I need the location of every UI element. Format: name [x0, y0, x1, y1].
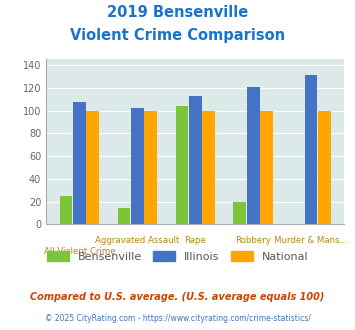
Bar [189, 96, 202, 224]
Text: Murder & Mans...: Murder & Mans... [274, 236, 348, 245]
Text: Rape: Rape [184, 236, 206, 245]
Text: © 2025 CityRating.com - https://www.cityrating.com/crime-statistics/: © 2025 CityRating.com - https://www.city… [45, 314, 310, 323]
Bar [305, 75, 317, 224]
Text: All Violent Crime: All Violent Crime [44, 248, 115, 256]
Bar [202, 111, 215, 224]
Text: Violent Crime Comparison: Violent Crime Comparison [70, 28, 285, 43]
Bar [318, 111, 331, 224]
Bar [260, 111, 273, 224]
Bar [131, 108, 144, 224]
Text: 2019 Bensenville: 2019 Bensenville [107, 5, 248, 20]
Bar [247, 87, 260, 224]
Bar [118, 209, 130, 224]
Text: Compared to U.S. average. (U.S. average equals 100): Compared to U.S. average. (U.S. average … [30, 292, 325, 302]
Bar [176, 106, 188, 224]
Bar [234, 202, 246, 224]
Bar [60, 196, 72, 224]
Bar [73, 102, 86, 224]
Legend: Bensenville, Illinois, National: Bensenville, Illinois, National [42, 247, 313, 267]
Bar [144, 111, 157, 224]
Text: Robbery: Robbery [235, 236, 271, 245]
Text: Aggravated Assault: Aggravated Assault [95, 236, 180, 245]
Bar [86, 111, 99, 224]
